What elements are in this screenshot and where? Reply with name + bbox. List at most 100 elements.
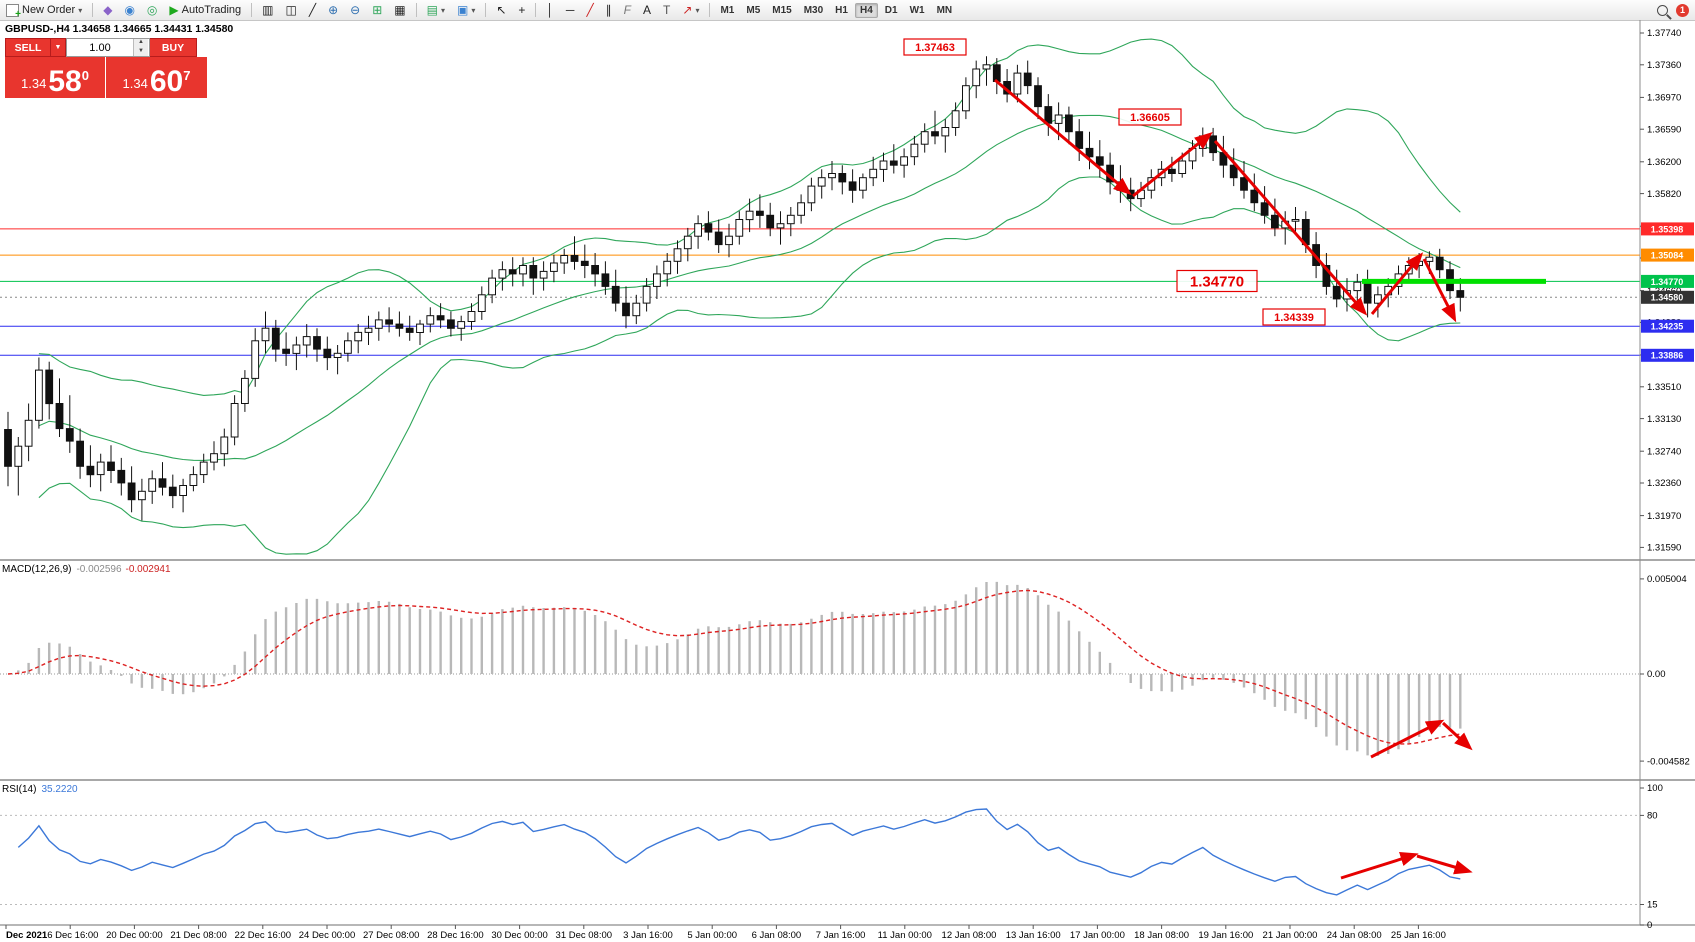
svg-text:100: 100 bbox=[1647, 783, 1663, 794]
arrows-tool-button[interactable]: ↗ ▾ bbox=[677, 0, 704, 20]
sell-price-panel[interactable]: 1.34 58 0 bbox=[5, 57, 106, 98]
tf-h4[interactable]: H4 bbox=[854, 2, 878, 18]
trendline-icon: ╱ bbox=[586, 3, 594, 17]
svg-text:1.33886: 1.33886 bbox=[1651, 351, 1684, 361]
stepper-down-icon[interactable]: ▼ bbox=[134, 47, 148, 56]
zoom-out-button[interactable]: ⊖ bbox=[345, 0, 365, 20]
arrow-tool-icon: ↗ bbox=[682, 3, 693, 17]
autotrading-button[interactable]: ▶ AutoTrading bbox=[164, 0, 246, 20]
mql5-market-button[interactable]: ◆ bbox=[98, 0, 117, 20]
sell-button[interactable]: SELL bbox=[5, 38, 50, 57]
toolbar: New Order ▾ ◆ ◉ ◎ ▶ AutoTrading ▥ ◫ ╱ ⊕ … bbox=[0, 0, 1695, 21]
autotrading-play-icon: ▶ bbox=[169, 3, 179, 17]
chevron-down-icon: ▾ bbox=[695, 5, 700, 15]
candlestick-chart-button[interactable]: ◫ bbox=[281, 0, 302, 20]
separator bbox=[251, 3, 253, 17]
svg-text:5 Jan 00:00: 5 Jan 00:00 bbox=[687, 930, 737, 941]
label-button[interactable]: T bbox=[658, 0, 675, 20]
tile-windows-button[interactable]: ⊞ bbox=[367, 0, 387, 20]
svg-text:1.31970: 1.31970 bbox=[1647, 511, 1681, 522]
svg-text:1.34770: 1.34770 bbox=[1190, 273, 1244, 290]
tf-m15[interactable]: M15 bbox=[772, 4, 792, 16]
volume-input[interactable] bbox=[67, 39, 133, 56]
svg-text:1.36590: 1.36590 bbox=[1647, 124, 1681, 135]
fibonacci-button[interactable]: F bbox=[619, 0, 636, 20]
macd-forecast-arrows bbox=[1370, 719, 1473, 759]
macd-label: MACD(12,26,9) -0.002596 -0.002941 bbox=[2, 564, 171, 575]
stepper-up-icon[interactable]: ▲ bbox=[134, 39, 148, 48]
zoom-in-button[interactable]: ⊕ bbox=[323, 0, 343, 20]
fibonacci-icon: F bbox=[623, 3, 632, 17]
search-icon[interactable] bbox=[1657, 4, 1668, 16]
community-icon: ◉ bbox=[124, 3, 135, 17]
buy-price-sup: 7 bbox=[183, 68, 191, 83]
vertical-line-button[interactable]: │ bbox=[541, 0, 559, 20]
svg-text:24 Jan 08:00: 24 Jan 08:00 bbox=[1327, 930, 1382, 941]
svg-text:19 Jan 16:00: 19 Jan 16:00 bbox=[1198, 930, 1253, 941]
text-button[interactable]: A bbox=[638, 0, 656, 20]
svg-text:7 Jan 16:00: 7 Jan 16:00 bbox=[816, 930, 866, 941]
trendline-button[interactable]: ╱ bbox=[581, 0, 598, 20]
zoom-in-icon: ⊕ bbox=[328, 3, 339, 17]
svg-text:18 Jan 08:00: 18 Jan 08:00 bbox=[1134, 930, 1189, 941]
separator bbox=[535, 3, 537, 17]
volume-field: ▲▼ bbox=[66, 38, 150, 57]
line-chart-icon: ╱ bbox=[308, 3, 317, 17]
buy-price-big: 60 bbox=[149, 65, 184, 98]
macd-signal-value: -0.002941 bbox=[125, 564, 171, 575]
community-button[interactable]: ◉ bbox=[119, 0, 139, 20]
svg-text:21 Jan 00:00: 21 Jan 00:00 bbox=[1263, 930, 1318, 941]
svg-text:1.37360: 1.37360 bbox=[1647, 60, 1681, 71]
svg-text:1.36970: 1.36970 bbox=[1647, 93, 1681, 104]
rsi-axis: 100 80 15 0 bbox=[1640, 783, 1663, 931]
svg-text:6 Jan 08:00: 6 Jan 08:00 bbox=[752, 930, 802, 941]
macd-histogram bbox=[17, 581, 1462, 756]
volume-stepper[interactable]: ▲ ▼ bbox=[133, 39, 148, 56]
text-icon: A bbox=[643, 3, 652, 17]
line-chart-button[interactable]: ╱ bbox=[304, 0, 321, 20]
notification-badge[interactable]: 1 bbox=[1676, 3, 1689, 17]
new-order-button[interactable]: New Order ▾ bbox=[1, 0, 87, 20]
tf-w1[interactable]: W1 bbox=[909, 4, 925, 16]
sell-price-big: 58 bbox=[48, 65, 82, 98]
crosshair-button[interactable]: + bbox=[513, 0, 530, 20]
profiles-button[interactable]: ▣ ▾ bbox=[452, 0, 480, 20]
svg-text:24 Dec 00:00: 24 Dec 00:00 bbox=[299, 930, 356, 941]
separator bbox=[415, 3, 417, 17]
mql5-market-icon: ◆ bbox=[103, 3, 113, 17]
bar-chart-button[interactable]: ▥ bbox=[257, 0, 278, 20]
separator bbox=[709, 3, 711, 17]
cursor-button[interactable]: ↖ bbox=[491, 0, 511, 20]
svg-text:27 Dec 08:00: 27 Dec 08:00 bbox=[363, 930, 420, 941]
horizontal-line-icon: ─ bbox=[565, 3, 575, 17]
svg-text:1.35820: 1.35820 bbox=[1647, 189, 1681, 200]
price-annotations: 1.37463 1.36605 1.34770 1.34339 bbox=[903, 38, 1326, 326]
signals-button[interactable]: ◎ bbox=[142, 0, 162, 20]
tf-m30[interactable]: M30 bbox=[803, 4, 824, 16]
candlestick-chart-icon: ◫ bbox=[285, 3, 297, 17]
new-chart-button[interactable]: ▤ ▾ bbox=[422, 0, 450, 20]
svg-text:13 Jan 16:00: 13 Jan 16:00 bbox=[1006, 930, 1061, 941]
tf-h1[interactable]: H1 bbox=[835, 4, 848, 16]
cascade-windows-button[interactable]: ▦ bbox=[389, 0, 410, 20]
new-chart-icon: ▤ bbox=[426, 3, 438, 17]
buy-button[interactable]: BUY bbox=[150, 38, 197, 57]
chart-title: GBPUSD-,H4 1.34658 1.34665 1.34431 1.345… bbox=[5, 23, 234, 35]
chevron-down-icon: ▾ bbox=[440, 5, 445, 15]
svg-text:15: 15 bbox=[1647, 900, 1658, 911]
candles-layer bbox=[4, 56, 1465, 521]
channel-button[interactable]: ∥ bbox=[601, 0, 617, 20]
tf-d1[interactable]: D1 bbox=[884, 4, 898, 16]
crosshair-icon: + bbox=[518, 3, 526, 17]
horizontal-line-button[interactable]: ─ bbox=[561, 0, 580, 20]
order-type-dropdown[interactable]: ▼ bbox=[50, 38, 66, 57]
tf-m1[interactable]: M1 bbox=[720, 4, 735, 16]
tf-m5[interactable]: M5 bbox=[746, 4, 761, 16]
svg-text:11 Jan 00:00: 11 Jan 00:00 bbox=[878, 930, 932, 941]
buy-price-panel[interactable]: 1.34 60 7 bbox=[106, 57, 207, 98]
tf-mn[interactable]: MN bbox=[936, 4, 953, 16]
zoom-out-icon: ⊖ bbox=[350, 3, 361, 17]
macd-axis: 0.005004 0.00 -0.004582 bbox=[1640, 574, 1690, 767]
new-order-label: New Order bbox=[22, 4, 76, 16]
